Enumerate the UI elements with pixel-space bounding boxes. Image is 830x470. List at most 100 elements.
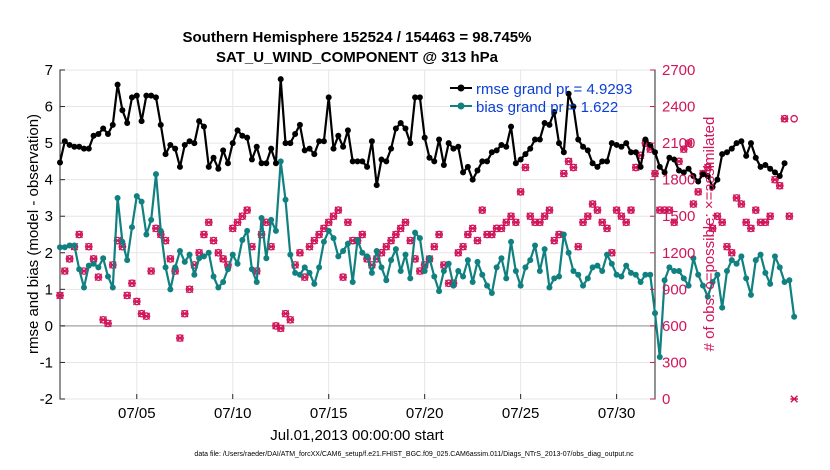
rmse-point: [421, 134, 428, 141]
bias-point: [200, 253, 207, 260]
obs-assimilated-point: [396, 224, 405, 233]
bias-point: [368, 269, 375, 276]
obs-assimilated-point: [536, 218, 544, 227]
left-tick-label: 1: [45, 281, 53, 298]
bias-point: [316, 264, 323, 271]
rmse-point: [186, 138, 193, 145]
rmse-point: [781, 160, 788, 167]
obs-assimilated-point: [488, 230, 496, 239]
bias-point: [522, 264, 529, 271]
bias-point: [613, 271, 620, 278]
rmse-point: [479, 158, 486, 165]
bias-point: [589, 264, 596, 271]
right-tick-label: 300: [662, 354, 687, 371]
rmse-point: [661, 169, 668, 176]
obs-assimilated-point: [617, 212, 626, 221]
bias-point: [628, 269, 635, 276]
bias-point: [287, 251, 294, 258]
obs-assimilated-point: [540, 212, 549, 221]
bias-point: [771, 253, 778, 260]
x-axis-label: Jul.01,2013 00:00:00 start: [270, 427, 444, 444]
bias-point: [349, 279, 356, 286]
bias-point: [181, 258, 188, 265]
bias-point: [282, 196, 289, 203]
right-tick-label: 1800: [662, 172, 695, 189]
bias-point: [541, 246, 548, 253]
rmse-point: [244, 134, 251, 141]
rmse-point: [364, 163, 371, 170]
rmse-point: [757, 163, 764, 170]
rmse-point: [464, 163, 471, 170]
obs-assimilated-point: [751, 206, 760, 214]
bias-point: [431, 273, 438, 280]
bias-point: [656, 353, 663, 360]
obs-assimilated-point: [324, 218, 333, 227]
bias-point: [234, 260, 241, 267]
obs-assimilated-point: [516, 188, 525, 196]
bias-point: [378, 264, 385, 271]
obs-assimilated-point: [219, 255, 227, 263]
obs-assimilated-point: [233, 218, 242, 227]
rmse-point: [325, 94, 332, 101]
rmse-point: [752, 154, 759, 161]
bias-point: [248, 266, 255, 273]
obs-assimilated-point: [430, 242, 439, 251]
obs-assimilated-point: [708, 224, 717, 233]
obs-assimilated-point: [435, 230, 443, 239]
rmse-point: [100, 125, 107, 132]
right-tick-label: 900: [662, 281, 687, 298]
bias-point: [594, 262, 601, 269]
bias-point: [191, 271, 198, 278]
obs-assimilated-point: [310, 236, 319, 245]
rmse-point: [138, 118, 145, 125]
bias-point: [565, 249, 572, 256]
obs-assimilated-point: [56, 291, 64, 300]
bias-point: [176, 247, 183, 254]
rmse-point: [340, 143, 347, 150]
rmse-point: [76, 143, 83, 150]
bias-point: [61, 244, 68, 251]
left-tick-label: -2: [40, 391, 53, 408]
obs-assimilated-point: [550, 236, 559, 245]
bias-point: [709, 279, 716, 286]
obs-assimilated-point: [281, 309, 290, 318]
rmse-point: [388, 145, 395, 152]
bias-point: [733, 260, 740, 267]
bias-point: [652, 310, 658, 317]
bias-point: [138, 198, 145, 205]
rmse-point: [431, 158, 438, 165]
obs-assimilated-point: [569, 163, 578, 172]
rmse-point: [498, 141, 505, 148]
rmse-point: [719, 151, 726, 158]
obs-assimilated-point: [478, 206, 487, 214]
legend-rmse-label: rmse grand pr = 4.9293: [476, 81, 632, 98]
obs-assimilated-point: [142, 312, 151, 320]
bias-point: [512, 268, 519, 275]
bias-point: [224, 266, 231, 273]
rmse-point: [618, 143, 625, 150]
bias-point: [162, 264, 169, 271]
obs-assimilated-point: [665, 206, 674, 214]
rmse-point: [656, 163, 663, 170]
rmse-point: [378, 156, 385, 163]
obs-assimilated-point: [497, 224, 506, 233]
bias-point: [80, 284, 87, 291]
bias-point: [359, 249, 366, 256]
bias-point: [397, 268, 404, 275]
obs-assimilated-point: [612, 206, 621, 214]
rmse-point: [85, 145, 92, 152]
bias-point: [752, 257, 759, 264]
obs-assimilated-point: [689, 200, 698, 208]
rmse-point: [642, 136, 649, 143]
rmse-point: [637, 163, 644, 170]
bias-point: [517, 282, 524, 289]
obs-assimilated-point: [315, 230, 323, 239]
rmse-point: [210, 154, 217, 161]
rmse-point: [527, 145, 534, 152]
rmse-point: [474, 167, 481, 174]
rmse-point: [143, 92, 150, 99]
obs-assimilated-point: [564, 157, 573, 166]
rmse-point: [311, 151, 318, 158]
rmse-point: [248, 156, 255, 163]
